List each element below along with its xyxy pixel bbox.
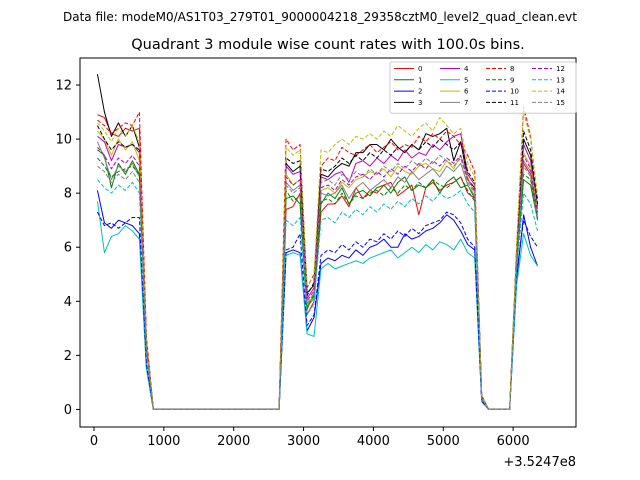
series-line-11 [97, 125, 539, 410]
legend-label-1: 1 [418, 76, 422, 84]
legend-label-8: 8 [510, 65, 514, 73]
axes-frame [79, 57, 577, 428]
legend-label-15: 15 [556, 99, 565, 107]
series-line-9 [97, 157, 539, 410]
y-tick-label: 10 [55, 133, 72, 148]
legend-label-12: 12 [556, 65, 565, 73]
suptitle: Data file: modeM0/AS1T03_279T01_90000042… [63, 10, 577, 24]
legend-label-6: 6 [464, 88, 469, 96]
plot-area [96, 74, 539, 410]
legend-label-4: 4 [464, 65, 469, 73]
legend-label-13: 13 [556, 76, 565, 84]
x-axis: 0 1000 2000 3000 4000 5000 6000 [90, 427, 530, 449]
x-tick-label: 0 [90, 434, 98, 449]
x-tick-label: 2000 [217, 434, 250, 449]
x-tick-label: 4000 [357, 434, 390, 449]
x-tick-label: 5000 [427, 434, 460, 449]
y-axis: 0 2 4 6 8 10 12 [55, 79, 80, 418]
legend-label-0: 0 [418, 65, 422, 73]
series-line-15 [97, 154, 539, 410]
y-tick-label: 4 [64, 295, 72, 310]
legend-label-5: 5 [464, 76, 468, 84]
legend-label-10: 10 [510, 88, 519, 96]
y-tick-label: 8 [64, 187, 72, 202]
legend-label-11: 11 [510, 99, 519, 107]
legend-label-2: 2 [418, 88, 422, 96]
x-tick-label: 1000 [147, 434, 180, 449]
legend-label-3: 3 [418, 99, 422, 107]
series-line-14 [97, 111, 539, 410]
y-tick-label: 2 [64, 349, 72, 364]
chart-title: Quadrant 3 module wise count rates with … [131, 37, 525, 53]
legend-frame [389, 61, 577, 114]
x-tick-label: 6000 [497, 434, 530, 449]
y-tick-label: 0 [64, 403, 72, 418]
x-tick-label: 3000 [287, 434, 320, 449]
x-offset-label: +3.5247e8 [503, 455, 576, 470]
legend-label-7: 7 [464, 99, 468, 107]
y-tick-label: 12 [55, 79, 72, 94]
y-tick-label: 6 [64, 241, 72, 256]
legend-label-14: 14 [556, 88, 565, 96]
legend-label-9: 9 [510, 76, 514, 84]
